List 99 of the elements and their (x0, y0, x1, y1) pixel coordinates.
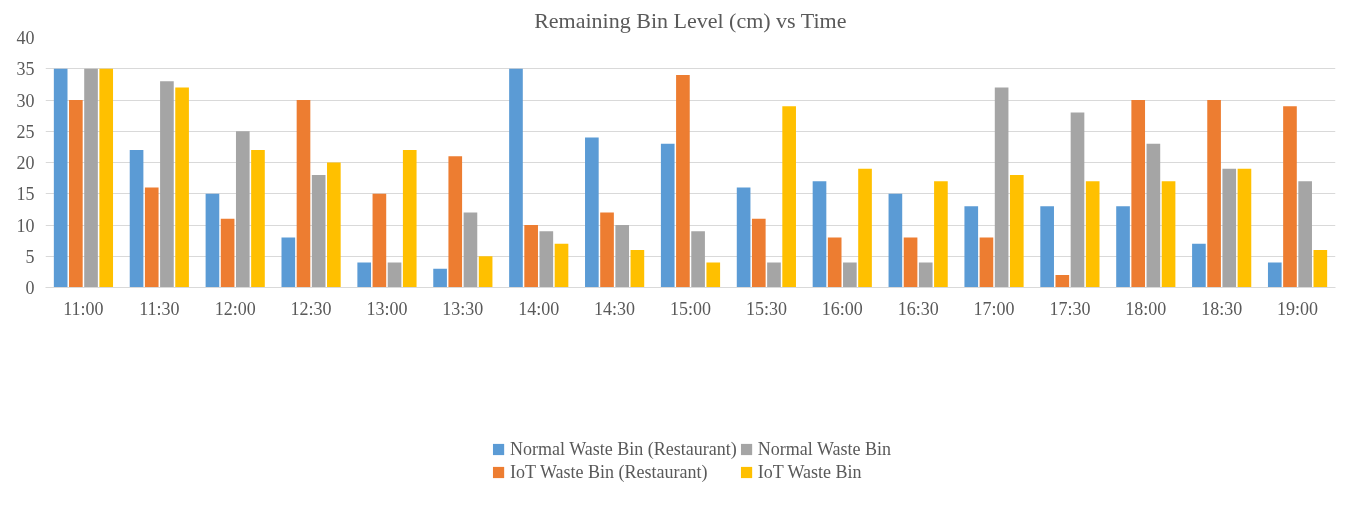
bar (1070, 112, 1085, 288)
bar (160, 81, 174, 288)
bar (888, 193, 903, 288)
bar (281, 237, 296, 288)
bar (129, 150, 144, 288)
bar (964, 206, 979, 288)
bar (600, 212, 614, 288)
y-tick-label: 5 (25, 246, 35, 267)
bar (918, 262, 933, 288)
legend-label: Normal Waste Bin (757, 438, 891, 460)
bar (1146, 143, 1161, 288)
y-tick-label: 40 (16, 28, 35, 48)
y-tick-label: 25 (16, 121, 35, 142)
bar (585, 137, 599, 288)
bar (357, 262, 372, 288)
bar (463, 212, 478, 288)
bar (1192, 243, 1206, 288)
bar (1267, 262, 1282, 288)
x-tick-label: 18:00 (1125, 298, 1167, 319)
bar (311, 175, 326, 288)
bar (478, 256, 493, 288)
bar (1055, 275, 1070, 288)
bar (524, 225, 538, 288)
y-tick-label: 20 (16, 153, 35, 173)
bar (99, 68, 114, 288)
x-tick-label: 12:30 (290, 298, 332, 319)
bar (660, 143, 675, 288)
x-tick-label: 13:00 (366, 298, 408, 319)
bar (84, 68, 98, 288)
bar (402, 150, 417, 288)
bar (767, 262, 781, 288)
bar (903, 237, 918, 288)
legend-label: IoT Waste Bin (757, 461, 862, 483)
x-tick-label: 11:00 (63, 298, 104, 319)
bar (782, 106, 796, 288)
bar (327, 162, 341, 288)
chart-title: Remaining Bin Level (cm) vs Time (534, 7, 847, 33)
x-tick-label: 11:30 (139, 298, 180, 319)
x-tick-label: 16:00 (821, 298, 863, 319)
legend-label: Normal Waste Bin (Restaurant) (510, 438, 737, 460)
bar (53, 68, 68, 288)
x-tick-label: 14:00 (518, 298, 560, 319)
bar (843, 262, 857, 288)
bar (433, 268, 447, 288)
bar (994, 87, 1009, 288)
bar (235, 131, 250, 288)
bar (175, 87, 189, 288)
bar (539, 231, 554, 288)
bar (736, 187, 751, 288)
bar (1237, 168, 1252, 288)
bar (387, 262, 402, 288)
bar (827, 237, 842, 288)
bar (1040, 206, 1054, 288)
x-tick-label: 16:30 (897, 298, 939, 319)
bar (509, 68, 523, 288)
bar (1009, 175, 1024, 288)
bar (448, 156, 463, 288)
bar (1222, 168, 1237, 288)
y-tick-label: 0 (25, 278, 35, 298)
bar (69, 100, 83, 288)
y-tick-label: 35 (16, 59, 35, 80)
x-tick-label: 17:00 (973, 298, 1015, 319)
bar (979, 237, 994, 288)
bar (1298, 181, 1312, 288)
bar (205, 193, 220, 288)
bar (676, 75, 690, 288)
bar (372, 193, 387, 288)
bar (691, 231, 705, 288)
x-tick-label: 13:30 (442, 298, 484, 319)
bar (934, 181, 948, 288)
x-tick-label: 12:00 (214, 298, 256, 319)
bar (296, 100, 311, 288)
y-tick-label: 10 (16, 215, 35, 236)
bar (630, 250, 645, 288)
bar (144, 187, 159, 288)
x-tick-label: 19:00 (1277, 298, 1319, 319)
bar (251, 150, 265, 288)
bar (1313, 250, 1328, 288)
y-tick-label: 15 (16, 184, 35, 205)
bar (812, 181, 827, 288)
bar (1283, 106, 1297, 288)
x-tick-label: 15:30 (745, 298, 787, 319)
bar (1161, 181, 1176, 288)
bar (1085, 181, 1100, 288)
x-tick-label: 14:30 (594, 298, 636, 319)
bar (220, 218, 235, 288)
bar (615, 225, 630, 288)
bar (1116, 206, 1130, 288)
x-tick-label: 17:30 (1049, 298, 1091, 319)
bar (706, 262, 721, 288)
x-tick-label: 15:00 (670, 298, 712, 319)
legend-label: IoT Waste Bin (Restaurant) (510, 461, 708, 483)
bar (1207, 100, 1221, 288)
bar (1131, 100, 1146, 288)
bar (858, 168, 872, 288)
x-tick-label: 18:30 (1201, 298, 1243, 319)
bar (751, 218, 766, 288)
y-tick-label: 30 (16, 90, 35, 111)
bar (554, 243, 569, 288)
